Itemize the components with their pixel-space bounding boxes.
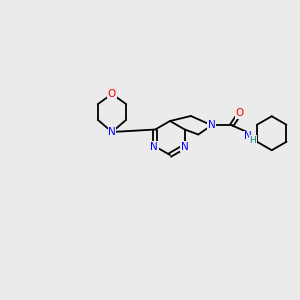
Text: N: N — [150, 142, 158, 152]
Text: O: O — [236, 108, 244, 118]
Text: N: N — [108, 127, 116, 137]
Text: H: H — [249, 136, 256, 145]
Text: N: N — [181, 142, 189, 152]
Text: O: O — [108, 89, 116, 99]
Text: N: N — [244, 131, 252, 141]
Text: N: N — [208, 120, 216, 130]
